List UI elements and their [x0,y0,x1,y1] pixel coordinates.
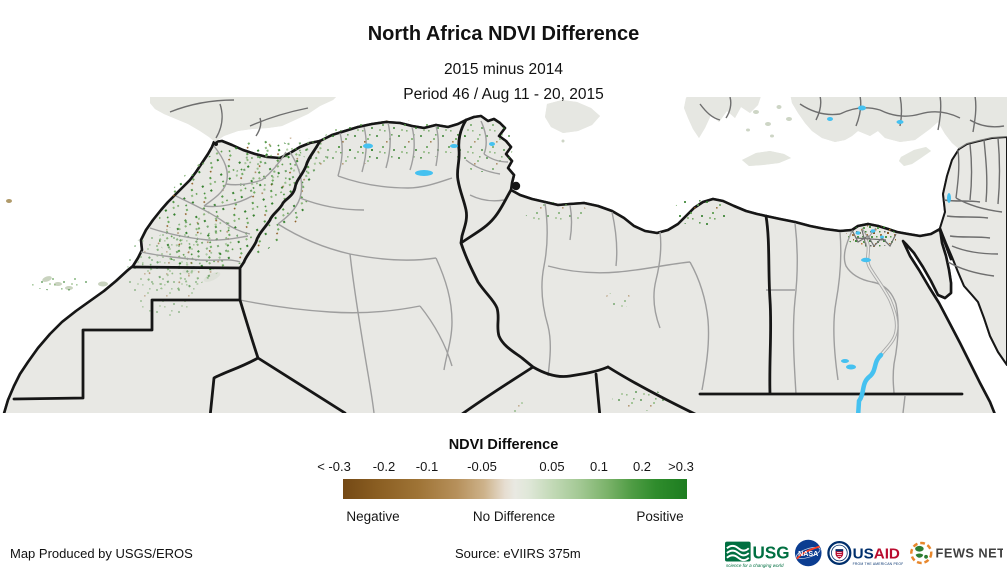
legend-tick-label: 0.2 [632,459,652,474]
admin-boundaries [140,120,906,413]
legend-tick-label: -0.1 [415,459,439,474]
legend-range-label: No Difference [472,509,556,524]
produced-by-text: Map Produced by USGS/EROS [10,546,193,561]
svg-text:USAID: USAID [853,546,900,563]
legend-tick-label: >0.3 [668,459,694,474]
fewsnet-logo: FEWS NET [910,541,1003,565]
legend-tick-label: < -0.3 [317,459,351,474]
ndvi-speckle-regions [30,97,1007,413]
country-borders [12,118,964,413]
usaid-label-us: US [853,546,874,563]
legend-tick-label: -0.2 [372,459,396,474]
legend-range-label: Positive [636,509,684,524]
usgs-logo: USGS science for a changing world [725,541,789,568]
source-text: Source: eVIIRS 375m [455,546,581,561]
legend-title: NDVI Difference [448,437,559,453]
sebkha-dot [511,181,521,191]
legend-tick-label: 0.05 [539,459,565,474]
ceuta-dot [214,142,218,146]
usaid-label-aid: AID [874,546,900,563]
water-features [363,105,951,370]
lake-nasser [855,352,884,413]
legend-tick-row: < -0.3 -0.2 -0.1 -0.05 0.05 0.1 0.2 >0.3 [0,459,1007,475]
fewsnet-globe-icon [910,541,933,565]
usaid-logo: USAID FROM THE AMERICAN PEOPLE [827,540,903,566]
legend-range-row: Negative No Difference Positive [0,509,1007,527]
page-title: North Africa NDVI Difference [367,23,640,45]
nasa-logo: NASA [794,539,822,567]
legend-tick-label: 0.1 [589,459,609,474]
legend-range-label: Negative [346,509,400,524]
fewsnet-label: FEWS NET [936,546,1003,561]
page-subtitle-period: Period 46 / Aug 11 - 20, 2015 [403,86,604,103]
nasa-label: NASA [798,550,818,558]
usgs-label: USGS [753,544,789,563]
legend-color-bar [343,479,687,499]
legend-tick-label: -0.05 [467,459,497,474]
logo-row: USGS science for a changing world NASA U… [725,533,1003,573]
usaid-tagline: FROM THE AMERICAN PEOPLE [853,562,903,566]
page-subtitle-years: 2015 minus 2014 [444,61,563,78]
usgs-tagline: science for a changing world [726,563,784,568]
